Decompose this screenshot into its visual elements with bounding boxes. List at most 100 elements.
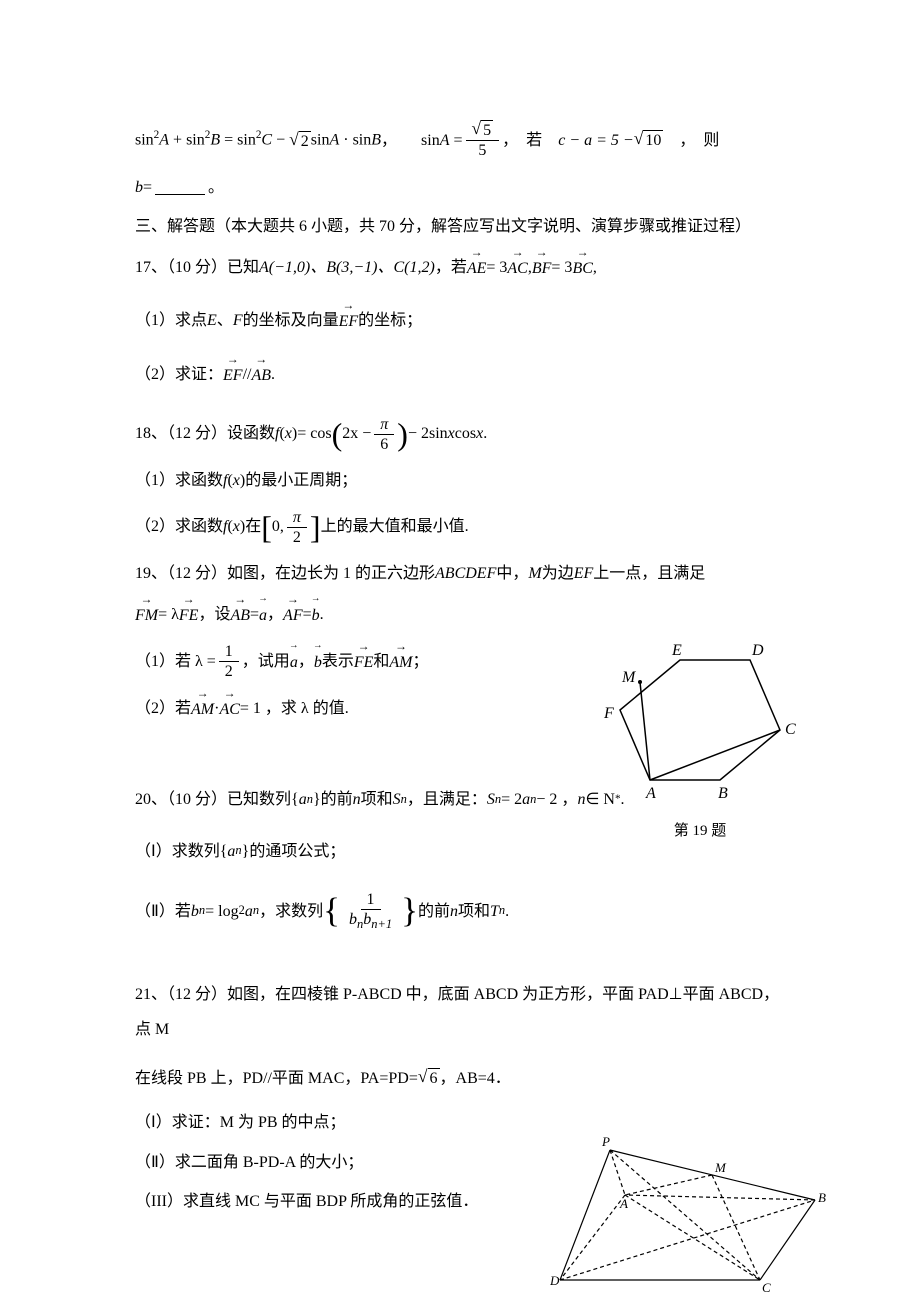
t: S xyxy=(487,787,495,813)
t: n xyxy=(577,787,585,813)
q17-part1: （1）求点 E 、 F 的坐标及向量 EF 的坐标； xyxy=(135,307,785,335)
t: 0, xyxy=(272,514,284,540)
t: 10 xyxy=(643,130,663,150)
t: 20、（10 分）已知数列 xyxy=(135,787,291,813)
pre-equation-line1: sin2A + sin2B = sin2C − √2sinA · sinB ， … xyxy=(135,120,785,161)
t: = xyxy=(449,132,462,149)
t: a xyxy=(299,787,307,813)
t: = λ xyxy=(158,602,179,628)
svg-text:B: B xyxy=(818,1190,826,1205)
t: 的通项公式； xyxy=(249,839,345,865)
t: sin xyxy=(311,132,330,149)
t: M xyxy=(528,561,541,587)
vec-am: AM xyxy=(389,648,412,676)
t: 、B(3,−1)、 xyxy=(310,255,393,281)
vec-fe2: FE xyxy=(354,648,374,676)
q21-line2: 在线段 PB 上，PD//平面 MAC，PA=PD= √6 ，AB=4． xyxy=(135,1061,785,1096)
t: 的坐标及向量 xyxy=(243,308,339,334)
t: （1）若 λ = xyxy=(135,649,216,675)
t: 项和 xyxy=(361,787,393,813)
vec-fe: FE xyxy=(179,601,199,629)
blank xyxy=(155,179,205,195)
t: 上一点，且满足 xyxy=(593,561,705,587)
svg-text:E: E xyxy=(671,642,682,659)
q17-stem: 17、（10 分）已知 A(−1,0) 、B(3,−1)、 C(1,2) ，若 … xyxy=(135,254,785,282)
vec-b2: b xyxy=(314,648,322,676)
t: n+1 xyxy=(371,918,392,932)
q19-stem1: 19、（12 分）如图，在边长为 1 的正六边形 ABCDEF 中， M 为边 … xyxy=(135,561,785,587)
t: 为边 xyxy=(542,561,574,587)
t: ， 则 xyxy=(663,128,719,154)
vec-bc: BC xyxy=(572,254,592,282)
t: ，AB=4． xyxy=(440,1061,511,1096)
t: 5 xyxy=(472,141,492,160)
t: A(−1,0) xyxy=(259,255,310,281)
t: 。 xyxy=(208,175,224,201)
svg-text:D: D xyxy=(550,1273,560,1288)
t: A xyxy=(159,132,169,149)
svg-text:M: M xyxy=(621,669,637,686)
q21-line1: 21、（12 分）如图，在四棱锥 P-ABCD 中，底面 ABCD 为正方形，平… xyxy=(135,977,785,1047)
t: （1）求函数 xyxy=(135,468,223,494)
t: B xyxy=(371,132,381,149)
t: 的最小正周期； xyxy=(245,468,357,494)
t: . xyxy=(505,899,509,925)
t: 在 xyxy=(245,514,261,540)
t: = cos xyxy=(297,421,331,447)
hexagon-figure: A B C D E F M 第 19 题 xyxy=(590,610,810,843)
t: T xyxy=(490,899,499,925)
t: ， 若 xyxy=(502,128,558,154)
t: sin xyxy=(421,132,440,149)
t: ，求数列 xyxy=(259,899,323,925)
t: ， xyxy=(298,649,314,675)
t: = 1 ，求 λ 的值. xyxy=(240,696,349,722)
t: 21、（12 分）如图，在四棱锥 P-ABCD 中，底面 ABCD 为正方形，平… xyxy=(135,977,785,1047)
vec-ef: EF xyxy=(339,307,359,335)
svg-text:D: D xyxy=(751,642,764,659)
t: 19、（12 分）如图，在边长为 1 的正六边形 xyxy=(135,561,435,587)
t: EF xyxy=(574,561,594,587)
t: S xyxy=(393,787,401,813)
svg-text:C: C xyxy=(785,721,796,738)
vec-a: a xyxy=(259,601,267,629)
t: ； xyxy=(413,649,429,675)
t: A xyxy=(329,132,339,149)
t: a xyxy=(227,839,235,865)
t: 6 xyxy=(428,1068,440,1088)
t: 5 xyxy=(481,120,493,140)
t: = 3 xyxy=(551,255,572,281)
t: ，设 xyxy=(198,602,230,628)
svg-text:B: B xyxy=(718,785,728,802)
t: 中， xyxy=(496,561,528,587)
t: ABCDEF xyxy=(435,561,496,587)
t: 、 xyxy=(217,308,233,334)
t: c − a = 5 − xyxy=(558,128,634,154)
t: （Ⅱ）若 xyxy=(135,899,191,925)
t: （2）求函数 xyxy=(135,514,223,540)
section3-header: 三、解答题（本大题共 6 小题，共 70 分，解答应写出文字说明、演算步骤或推证… xyxy=(135,214,785,240)
t: π xyxy=(287,508,307,528)
vec-ac2: AC xyxy=(219,695,239,723)
t: − 2 ， xyxy=(536,787,577,813)
t: 2 xyxy=(219,662,239,681)
t: x xyxy=(285,421,292,447)
t: − xyxy=(272,132,289,149)
t: （2）若 xyxy=(135,696,191,722)
t: 三、解答题（本大题共 6 小题，共 70 分，解答应写出文字说明、演算步骤或推证… xyxy=(135,214,751,240)
svg-text:A: A xyxy=(645,785,656,802)
t: π xyxy=(374,415,394,435)
pyramid-figure: P A B C D M xyxy=(550,1130,830,1309)
t: = xyxy=(143,175,152,201)
svg-text:A: A xyxy=(619,1196,628,1211)
t: （Ⅰ）求证：M 为 PB 的中点； xyxy=(135,1110,346,1136)
t: sin xyxy=(135,132,154,149)
t: − 2sin xyxy=(408,421,448,447)
t: = log xyxy=(205,899,238,925)
t: n xyxy=(450,899,458,925)
vec-a2: a xyxy=(290,648,298,676)
vec-ae: AE xyxy=(467,254,487,282)
vec-fm: FM xyxy=(135,601,158,629)
t: = sin xyxy=(220,132,256,149)
t: 上的最大值和最小值. xyxy=(321,514,469,540)
t: . xyxy=(271,362,275,388)
